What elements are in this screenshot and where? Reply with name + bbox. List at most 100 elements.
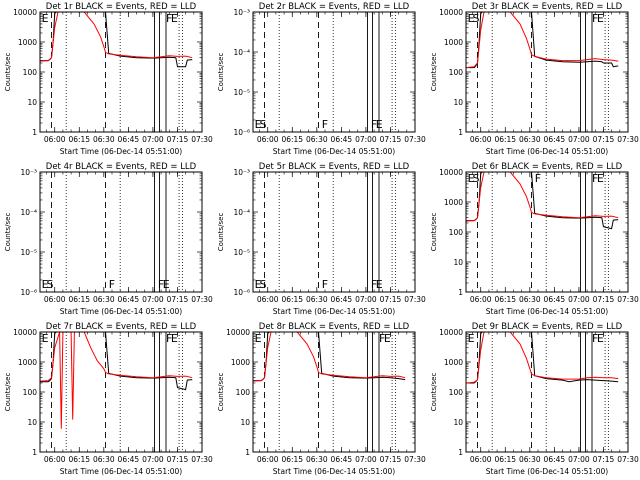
y-tick-label: 10⁻⁶ <box>20 288 37 297</box>
x-tick-label: 07:15 <box>380 135 402 144</box>
flag-label: F <box>322 278 328 291</box>
flag-label: S <box>260 278 267 291</box>
y-axis-label: Counts/sec <box>430 53 438 92</box>
flag-label: E <box>376 118 383 131</box>
x-tick-label: 07:00 <box>142 295 164 304</box>
y-tick-label: 1000 <box>18 38 37 47</box>
x-tick-label: 06:45 <box>118 135 140 144</box>
plot-frame <box>465 331 629 453</box>
y-tick-label: 10⁻⁶ <box>233 288 250 297</box>
y-tick-label: 100 <box>449 228 464 237</box>
panel-title: Det 2r BLACK = Events, RED = LLD <box>259 2 410 12</box>
x-tick-label: 07:15 <box>593 295 615 304</box>
y-axis-label: Counts/sec <box>217 373 225 412</box>
flag-label: F <box>322 118 328 131</box>
x-tick-label: 06:00 <box>257 135 279 144</box>
y-tick-label: 100 <box>449 388 464 397</box>
x-tick-label: 07:30 <box>617 455 639 464</box>
x-tick-label: 07:15 <box>380 455 402 464</box>
flag-label: F <box>371 118 377 131</box>
y-tick-label: 10⁻⁴ <box>233 208 250 217</box>
y-tick-label: 100 <box>449 68 464 77</box>
y-tick-label: 1 <box>458 128 463 137</box>
x-tick-label: 06:15 <box>494 455 516 464</box>
x-tick-label: 07:15 <box>380 295 402 304</box>
flag-label: F <box>158 278 164 291</box>
x-tick-label: 06:30 <box>306 455 328 464</box>
panel-title: Det 6r BLACK = Events, RED = LLD <box>472 162 623 172</box>
x-tick-label: 06:00 <box>470 295 492 304</box>
x-tick-label: 06:00 <box>44 295 66 304</box>
y-tick-label: 10000 <box>226 328 250 337</box>
x-tick-label: 06:15 <box>494 295 516 304</box>
x-tick-label: 07:15 <box>593 455 615 464</box>
flag-label: E <box>255 332 262 345</box>
x-tick-label: 06:00 <box>257 455 279 464</box>
x-tick-label: 06:00 <box>44 135 66 144</box>
plot-frame <box>252 11 416 133</box>
detector-panel: Det 4r BLACK = Events, RED = LLD Counts/s… <box>4 162 213 316</box>
y-tick-label: 1000 <box>444 358 463 367</box>
lld-series-line <box>466 12 619 69</box>
y-tick-label: 10 <box>453 418 463 427</box>
x-tick-label: 07:15 <box>167 135 189 144</box>
x-tick-label: 07:30 <box>617 135 639 144</box>
flag-label: F <box>592 332 598 345</box>
flag-label: F <box>371 278 377 291</box>
x-axis-label: Start Time (06-Dec-14 05:51:00) <box>273 147 395 156</box>
y-tick-label: 10⁻⁴ <box>20 208 37 217</box>
panel-title: Det 9r BLACK = Events, RED = LLD <box>472 322 623 332</box>
y-axis-label: Counts/sec <box>430 373 438 412</box>
flag-label: E <box>468 172 475 185</box>
x-tick-label: 06:00 <box>470 455 492 464</box>
y-tick-label: 10⁻⁵ <box>233 248 250 257</box>
x-tick-label: 06:45 <box>544 135 566 144</box>
x-tick-label: 06:45 <box>544 455 566 464</box>
x-tick-label: 06:15 <box>68 455 90 464</box>
x-tick-label: 06:30 <box>306 135 328 144</box>
x-tick-label: 06:00 <box>44 455 66 464</box>
plot-frame <box>465 171 629 293</box>
panel-title: Det 7r BLACK = Events, RED = LLD <box>46 322 197 332</box>
flag-label: E <box>468 12 475 25</box>
plot-frame <box>252 171 416 293</box>
y-tick-label: 10⁻³ <box>233 8 250 17</box>
x-tick-label: 06:45 <box>118 455 140 464</box>
y-tick-label: 10000 <box>13 328 37 337</box>
plot-frame <box>39 11 203 133</box>
y-tick-label: 10⁻³ <box>20 168 37 177</box>
flag-label: E <box>42 12 49 25</box>
x-tick-label: 07:00 <box>355 295 377 304</box>
x-tick-label: 06:00 <box>470 135 492 144</box>
lld-series-line <box>40 12 193 62</box>
y-axis-label: Counts/sec <box>4 53 12 92</box>
panel-title: Det 5r BLACK = Events, RED = LLD <box>259 162 410 172</box>
x-tick-label: 07:30 <box>404 455 426 464</box>
x-tick-label: 07:30 <box>404 135 426 144</box>
y-tick-label: 100 <box>236 388 251 397</box>
flag-label: E <box>597 12 604 25</box>
flag-label: E <box>468 332 475 345</box>
flag-label: F <box>166 332 172 345</box>
x-tick-label: 06:30 <box>306 295 328 304</box>
y-tick-label: 10000 <box>13 8 37 17</box>
x-tick-label: 06:15 <box>68 295 90 304</box>
y-axis-label: Counts/sec <box>4 373 12 412</box>
y-tick-label: 10 <box>27 98 37 107</box>
y-axis-label: Counts/sec <box>217 213 225 252</box>
y-tick-label: 1000 <box>231 358 250 367</box>
y-tick-label: 1 <box>458 288 463 297</box>
y-tick-label: 10000 <box>439 8 463 17</box>
x-axis-label: Start Time (06-Dec-14 05:51:00) <box>60 147 182 156</box>
flag-label: E <box>163 278 170 291</box>
x-tick-label: 06:30 <box>93 295 115 304</box>
y-tick-label: 100 <box>23 388 38 397</box>
detector-panel: Det 1r BLACK = Events, RED = LLD Counts/s… <box>4 2 213 156</box>
x-tick-label: 06:30 <box>519 295 541 304</box>
x-tick-label: 06:30 <box>93 135 115 144</box>
flag-label: E <box>255 278 262 291</box>
y-tick-label: 100 <box>23 68 38 77</box>
x-axis-label: Start Time (06-Dec-14 05:51:00) <box>486 147 608 156</box>
lld-series-line <box>466 172 619 222</box>
